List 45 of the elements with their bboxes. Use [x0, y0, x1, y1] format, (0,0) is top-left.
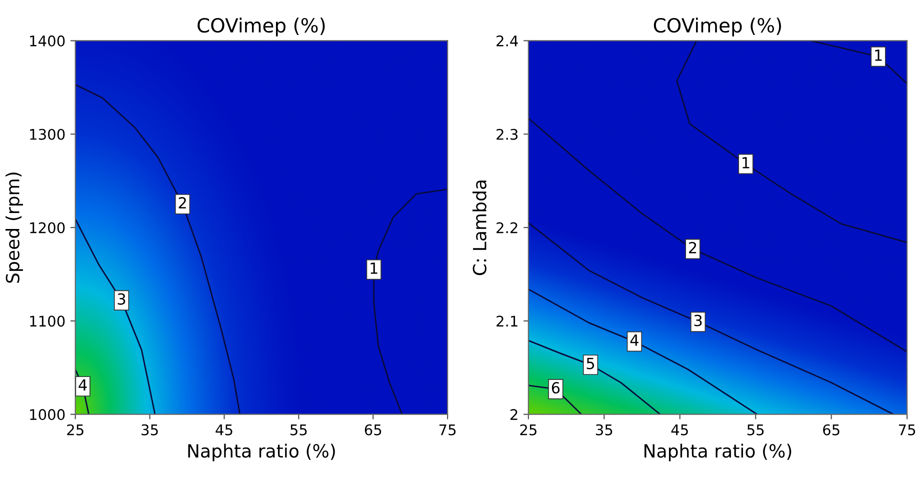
x-tick-label: 75	[898, 424, 916, 436]
x-tick-label: 55	[290, 424, 307, 436]
series-label: 1	[875, 50, 882, 61]
y-tick-label: 2.1	[496, 316, 518, 326]
x-tick-label: 25	[67, 424, 84, 436]
line-series	[75, 218, 156, 414]
line-series	[528, 118, 908, 352]
x-tick-label: 75	[439, 424, 456, 436]
y-tick-label: 1400	[30, 35, 65, 46]
line-series	[75, 84, 241, 414]
chart-title: COVimep (%)	[198, 18, 325, 36]
y-tick-label: 2.4	[496, 35, 518, 46]
x-tick-label: 45	[216, 424, 232, 436]
x-tick-label: 65	[823, 424, 840, 436]
series-label: 2	[178, 197, 186, 208]
x-tick-label: 45	[671, 424, 688, 436]
series-label: 4	[630, 334, 638, 346]
x-tick-label: 65	[364, 424, 382, 436]
series-label: 2	[689, 242, 696, 254]
line-series	[676, 40, 908, 244]
x-tick-label: 25	[520, 424, 536, 436]
chart-title: COVimep (%)	[654, 18, 782, 36]
x-tick-label: 35	[142, 424, 158, 436]
y-tick-label: 1000	[30, 409, 65, 420]
series-label: 1	[742, 157, 750, 168]
series-label: 1	[370, 262, 378, 274]
series-label: 3	[694, 314, 702, 326]
series-label: 5	[586, 358, 594, 370]
series-label: 3	[118, 293, 126, 305]
y-tick-label: 2	[510, 409, 518, 420]
y-axis-title: Speed (rpm)	[5, 172, 23, 283]
x-tick-label: 55	[747, 424, 764, 436]
series-label: 4	[78, 379, 87, 391]
line-series	[528, 222, 894, 414]
series-label: 6	[552, 382, 560, 394]
line-series	[528, 288, 758, 414]
y-tick-label: 1200	[30, 222, 65, 234]
x-tick-label: 35	[596, 424, 612, 436]
y-axis-title: C: Lambda	[472, 180, 486, 276]
y-tick-label: 2.3	[496, 128, 518, 140]
y-tick-label: 1300	[30, 128, 65, 140]
y-tick-label: 2.2	[496, 222, 518, 234]
x-axis-title: Naphta ratio (%)	[188, 444, 335, 462]
x-axis-title: Naphta ratio (%)	[644, 444, 792, 462]
y-tick-label: 1100	[30, 316, 65, 327]
